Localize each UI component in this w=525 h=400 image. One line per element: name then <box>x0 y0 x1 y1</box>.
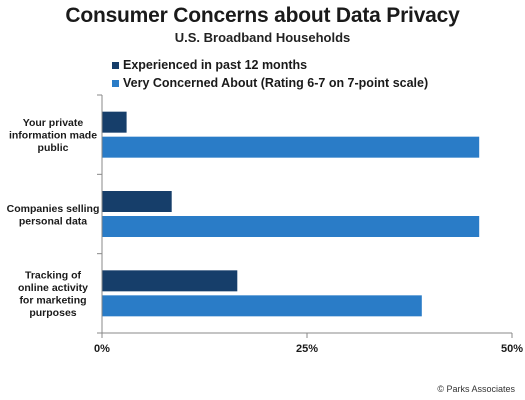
bar-series1-cat1 <box>102 111 127 133</box>
category-label-2: Companies selling personal data <box>7 203 100 228</box>
x-tick-label-2: 50% <box>501 343 523 355</box>
legend-label-very-concerned: Very Concerned About (Rating 6-7 on 7-po… <box>123 76 429 90</box>
x-tick-label-1: 25% <box>296 343 318 355</box>
category-label-1: Your private information made public <box>9 117 97 154</box>
bar-series2-cat1 <box>102 136 480 158</box>
legend-label-experienced: Experienced in past 12 months <box>123 58 308 72</box>
legend: Experienced in past 12 months Very Conce… <box>112 56 428 92</box>
legend-item-very-concerned: Very Concerned About (Rating 6-7 on 7-po… <box>112 74 428 92</box>
x-tick-label-0: 0% <box>94 343 110 355</box>
chart-title: Consumer Concerns about Data Privacy <box>65 4 460 27</box>
category-label-3: Tracking of online activity for marketing p… <box>18 270 88 320</box>
source-credit: © Parks Associates <box>437 384 515 394</box>
chart-subtitle: U.S. Broadband Households <box>174 30 351 45</box>
bar-series2-cat3 <box>102 295 422 317</box>
bar-series1-cat2 <box>102 191 172 212</box>
legend-item-experienced: Experienced in past 12 months <box>112 56 428 74</box>
bar-series1-cat3 <box>102 270 238 292</box>
legend-swatch-experienced <box>112 61 119 69</box>
bar-series2-cat2 <box>102 216 480 237</box>
legend-swatch-very-concerned <box>112 79 119 87</box>
